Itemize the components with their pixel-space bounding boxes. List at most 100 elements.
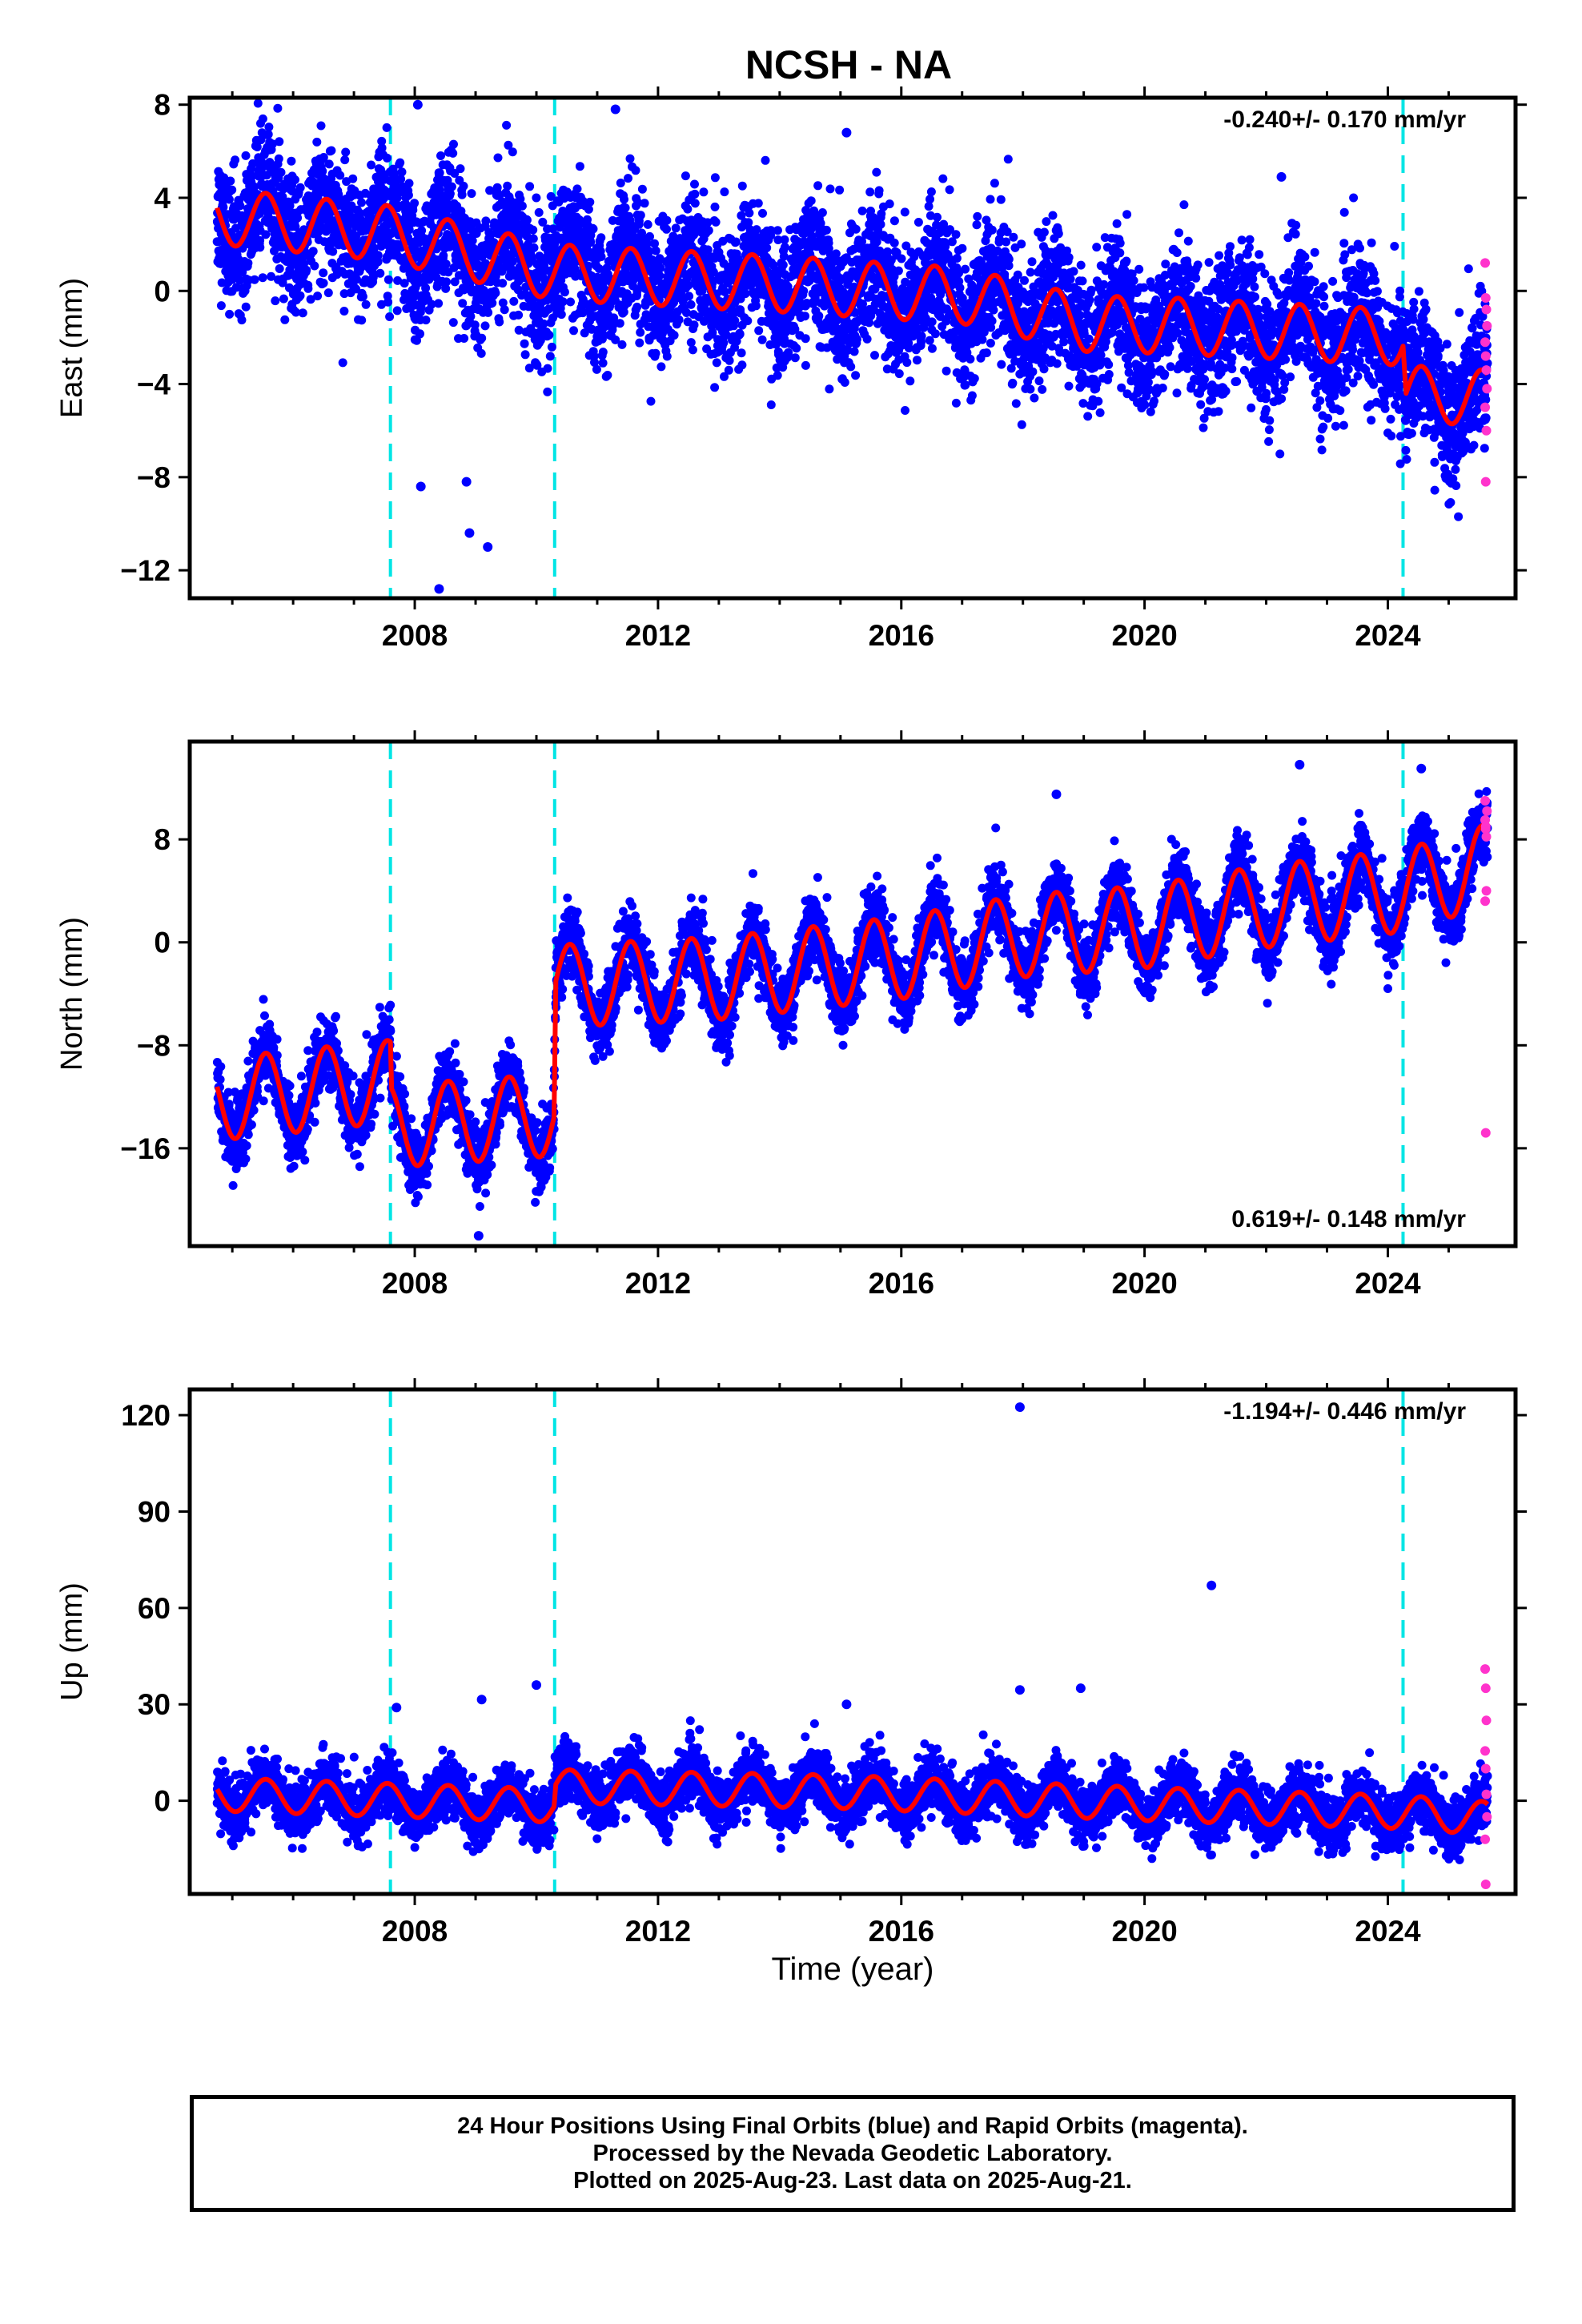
final-orbit-point — [1078, 276, 1087, 286]
final-orbit-point — [339, 307, 349, 316]
final-orbit-point — [1002, 237, 1011, 247]
final-orbit-point — [1134, 264, 1144, 274]
final-orbit-point — [352, 275, 361, 284]
final-orbit-point — [1026, 384, 1035, 394]
final-orbit-point — [436, 185, 444, 195]
final-orbit-point — [596, 233, 606, 243]
final-orbit-point — [373, 257, 383, 267]
final-orbit-point — [933, 212, 942, 222]
final-orbit-point — [560, 287, 569, 297]
final-orbit-point — [1064, 253, 1074, 262]
final-orbit-point — [383, 297, 393, 307]
final-orbit-point — [967, 391, 977, 400]
final-orbit-point — [662, 215, 672, 225]
final-orbit-point — [681, 171, 690, 181]
final-orbit-point — [889, 216, 899, 226]
final-orbit-point — [495, 317, 504, 327]
final-orbit-point — [319, 279, 328, 287]
final-orbit-point — [643, 219, 652, 229]
final-orbit-point — [421, 316, 431, 325]
final-orbit-point — [404, 191, 413, 200]
final-orbit-point — [408, 205, 418, 215]
final-orbit-point — [1059, 337, 1069, 347]
final-orbit-point — [231, 155, 240, 165]
final-orbit-point — [1048, 211, 1058, 220]
final-orbit-point — [885, 199, 894, 209]
final-orbit-point — [952, 254, 962, 263]
final-orbit-point — [913, 356, 921, 365]
final-orbit-point — [1020, 275, 1029, 285]
final-orbit-point — [801, 334, 810, 344]
final-orbit-point — [762, 243, 772, 252]
final-orbit-point — [927, 344, 937, 353]
final-orbit-point — [231, 223, 240, 233]
final-orbit-point — [274, 154, 283, 163]
final-orbit-point — [396, 158, 405, 167]
final-orbit-point — [404, 225, 414, 235]
final-orbit-point — [572, 184, 582, 194]
final-orbit-point — [857, 206, 867, 215]
final-orbit-point — [990, 179, 999, 188]
final-orbit-point — [306, 295, 315, 304]
final-orbit-point — [280, 315, 290, 324]
final-orbit-point — [1064, 381, 1074, 391]
final-orbit-point — [441, 259, 451, 269]
final-orbit-point — [267, 139, 277, 149]
final-orbit-point — [327, 239, 337, 248]
final-orbit-point — [1150, 396, 1158, 406]
final-orbit-point — [624, 174, 632, 183]
final-orbit-point — [237, 316, 247, 325]
final-orbit-point — [460, 334, 469, 343]
final-orbit-point — [491, 288, 500, 298]
final-orbit-point — [235, 201, 245, 211]
final-orbit-point — [1104, 360, 1114, 369]
final-orbit-point — [373, 251, 383, 260]
final-orbit-point — [865, 187, 875, 197]
final-orbit-point — [509, 296, 519, 306]
final-orbit-point — [319, 153, 328, 162]
final-orbit-point — [1028, 367, 1038, 376]
final-orbit-point — [690, 189, 700, 199]
final-orbit-point — [761, 155, 770, 165]
final-orbit-point — [256, 135, 266, 145]
final-orbit-point — [1115, 248, 1125, 258]
final-orbit-point — [338, 358, 347, 368]
final-orbit-point — [1052, 359, 1062, 368]
final-orbit-point — [368, 272, 378, 282]
final-orbit-point — [1122, 210, 1132, 219]
final-orbit-point — [862, 334, 872, 344]
final-orbit-point — [448, 148, 458, 158]
final-orbit-point — [1092, 243, 1102, 252]
final-orbit-point — [416, 329, 424, 339]
final-orbit-point — [743, 316, 753, 326]
final-orbit-point — [825, 384, 834, 394]
final-orbit-point — [893, 266, 903, 275]
final-orbit-point — [517, 201, 527, 211]
final-orbit-point — [270, 246, 279, 255]
final-orbit-point — [616, 179, 625, 187]
final-orbit-point — [445, 189, 455, 199]
final-orbit-point — [745, 208, 754, 218]
final-orbit-point — [456, 164, 465, 174]
final-orbit-point — [291, 175, 299, 184]
final-orbit-point — [241, 151, 251, 160]
final-orbit-point — [439, 251, 448, 260]
final-orbit-point — [298, 308, 307, 318]
final-orbit-point — [335, 171, 345, 180]
final-orbit-point — [926, 195, 934, 204]
final-orbit-point — [457, 190, 467, 199]
final-orbit-point — [872, 167, 881, 177]
final-orbit-point — [443, 230, 452, 239]
final-orbit-point — [757, 335, 767, 344]
final-orbit-point — [340, 155, 350, 165]
final-orbit-point — [849, 347, 859, 356]
final-orbit-point — [543, 387, 552, 396]
final-orbit-point — [514, 310, 524, 320]
final-orbit-point — [930, 329, 940, 339]
final-orbit-point — [889, 238, 899, 247]
final-orbit-point — [982, 348, 991, 358]
final-orbit-point — [267, 271, 276, 281]
final-orbit-point — [792, 344, 801, 353]
final-orbit-point — [1017, 420, 1026, 429]
final-orbit-point — [690, 199, 700, 208]
